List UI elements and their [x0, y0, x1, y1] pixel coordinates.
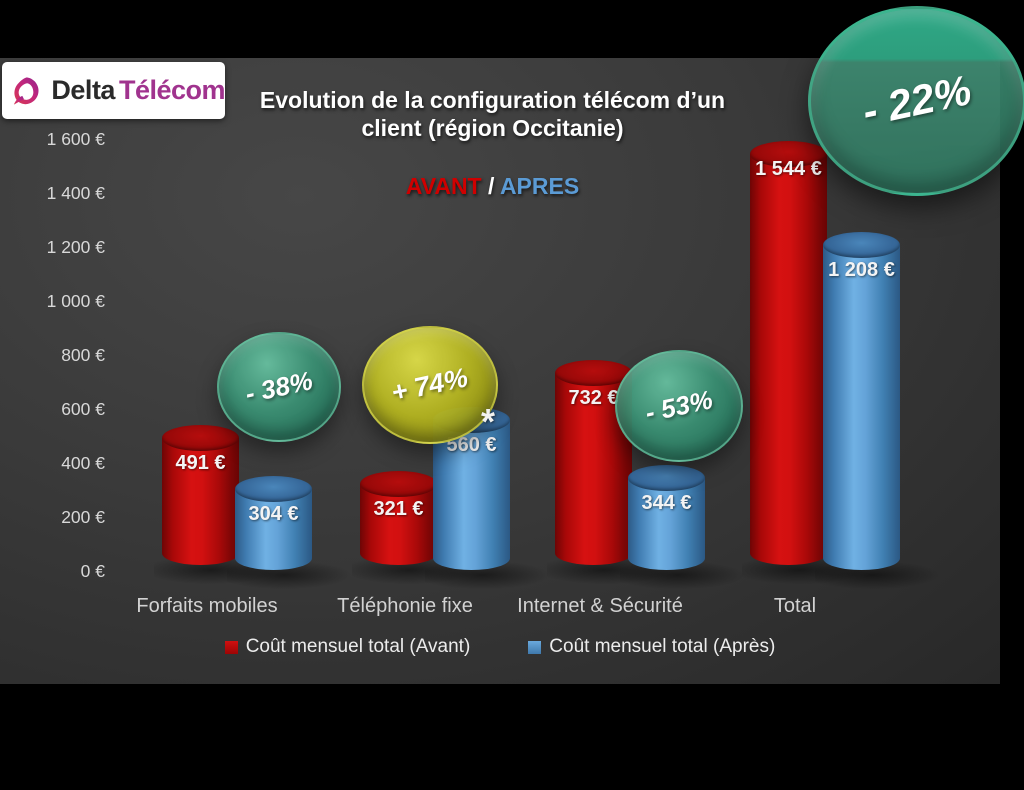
bar-top-ellipse	[235, 475, 312, 502]
percentage-badge-22: - 22%	[808, 6, 1024, 196]
bar-avant-total: 1 544 €	[750, 141, 827, 565]
legend-swatch-avant	[224, 640, 238, 654]
category-label-total: Total	[773, 595, 817, 617]
bar-value-label: 560 €	[446, 433, 497, 456]
delta-telecom-logo-icon	[13, 76, 39, 105]
subtitle-apres: APRES	[499, 173, 580, 199]
subtitle-avant: AVANT	[405, 173, 482, 199]
percentage-badge-74: + 74%	[362, 326, 498, 444]
legend: Coût mensuel total (Avant) Coût mensuel …	[0, 636, 1000, 658]
y-axis-tick-label: 1 600 €	[46, 129, 105, 149]
category-label-telephonie-fixe: Téléphonie fixe	[337, 595, 473, 617]
bar-value-label: 344 €	[641, 492, 692, 515]
bar-top-ellipse	[555, 360, 632, 387]
percentage-badge-label: - 22%	[858, 66, 976, 135]
legend-label-avant: Coût mensuel total (Avant)	[245, 636, 471, 657]
bar-value-label: 1 544 €	[755, 158, 822, 181]
percentage-badge-label: + 74%	[388, 361, 471, 408]
bar-avant-forfaits-mobiles: 491 €	[162, 425, 239, 565]
legend-item-apres: Coût mensuel total (Après)	[528, 636, 775, 658]
bar-apres-total: 1 208 €	[823, 231, 900, 570]
y-axis-tick-label: 1 200 €	[46, 237, 105, 257]
y-axis-tick-label: 600 €	[61, 399, 105, 419]
bar-avant-telephonie-fixe: 321 €	[360, 471, 437, 565]
bar-apres-internet-securite: 344 €	[628, 465, 705, 570]
y-axis-tick-label: 400 €	[61, 453, 105, 473]
bar-top-ellipse	[360, 471, 437, 498]
bar-value-label: 304 €	[248, 502, 299, 525]
y-axis-tick-label: 0 €	[80, 561, 105, 581]
bar-value-label: 1 208 €	[828, 258, 895, 281]
asterisk-annotation: *	[480, 401, 496, 442]
legend-label-apres: Coût mensuel total (Après)	[549, 636, 776, 657]
legend-item-avant: Coût mensuel total (Avant)	[224, 636, 471, 658]
bar-value-label: 491 €	[175, 452, 226, 475]
y-axis-tick-label: 800 €	[61, 345, 105, 365]
y-axis-tick-label: 200 €	[61, 507, 105, 527]
y-axis-tick-label: 1 000 €	[46, 291, 105, 311]
chart-title-line2: client (région Occitanie)	[361, 115, 624, 141]
delta-telecom-logo: Delta Télécom	[2, 62, 226, 119]
y-axis-tick-label: 1 400 €	[46, 183, 105, 203]
bar-apres-forfaits-mobiles: 304 €	[235, 475, 312, 570]
category-label-forfaits-mobiles: Forfaits mobiles	[136, 595, 278, 617]
percentage-badge-label: - 38%	[242, 364, 316, 409]
chart-title: Evolution de la configuration télécom d’…	[0, 86, 985, 142]
bar-value-label: 732 €	[568, 387, 619, 410]
category-label-internet-securite: Internet & Sécurité	[517, 595, 683, 617]
bar-top-ellipse	[628, 465, 705, 492]
chart-title-line1: Evolution de la configuration télécom d’…	[259, 87, 726, 113]
bar-value-label: 321 €	[373, 498, 424, 521]
bar-top-ellipse	[750, 141, 827, 168]
percentage-badge-label: - 53%	[642, 383, 716, 428]
chart-subtitle: AVANT / APRES	[0, 173, 985, 200]
bar-top-ellipse	[162, 425, 239, 452]
legend-swatch-apres	[528, 640, 542, 654]
subtitle-separator: /	[481, 173, 500, 199]
percentage-badge-38: - 38%	[217, 332, 341, 442]
brand-name-telecom: Télécom	[118, 75, 226, 105]
bar-top-ellipse	[823, 231, 900, 258]
percentage-badge-53: - 53%	[615, 350, 743, 462]
brand-name-delta: Delta	[51, 75, 115, 105]
chart-background: Delta Télécom Evolution de la configurat…	[0, 6, 1024, 684]
